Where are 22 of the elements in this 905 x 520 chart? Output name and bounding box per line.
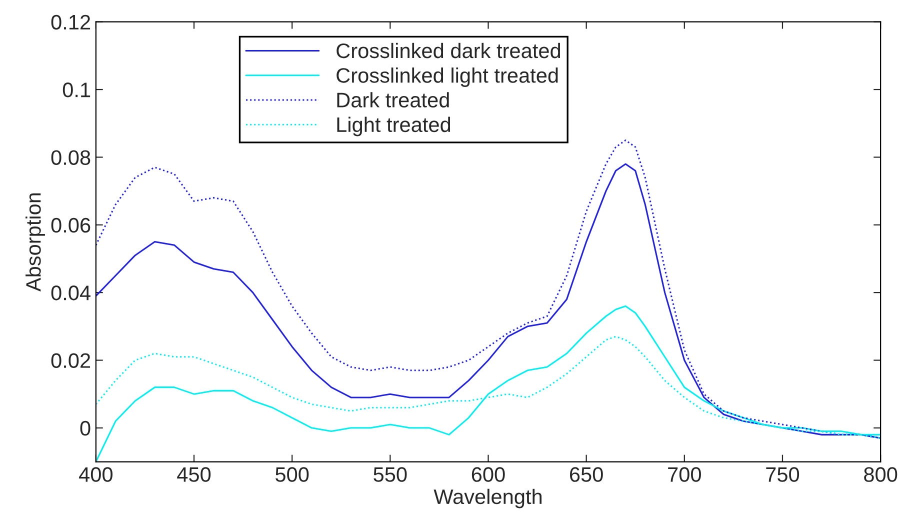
x-tick-label: 700 xyxy=(668,467,701,482)
x-axis-title: Wavelength xyxy=(434,488,542,508)
legend-label: Dark treated xyxy=(337,92,449,108)
x-tick-label: 500 xyxy=(276,467,309,482)
x-tick-label: 800 xyxy=(864,467,898,482)
y-tick-label: 0.1 xyxy=(62,82,90,98)
y-axis-title: Absorption xyxy=(26,193,45,292)
x-tick-label: 750 xyxy=(766,467,800,482)
y-tick-label: 0.02 xyxy=(51,353,90,368)
y-tick-label: 0.04 xyxy=(51,286,90,300)
x-tick-label: 550 xyxy=(374,467,407,482)
legend-label: Crosslinked light treated xyxy=(336,68,558,87)
y-tick-label: 0 xyxy=(80,420,90,436)
x-tick-label: 650 xyxy=(570,467,603,482)
x-tick-label: 600 xyxy=(472,467,505,482)
legend-label: Crosslinked dark treated xyxy=(336,42,560,58)
x-tick-label: 450 xyxy=(177,467,211,482)
x-tick-label: 400 xyxy=(79,467,112,482)
legend-label: Light treated xyxy=(337,116,450,136)
y-tick-label: 0.06 xyxy=(51,218,90,233)
y-tick-label: 0.12 xyxy=(51,14,90,30)
y-tick-label: 0.08 xyxy=(51,150,90,165)
